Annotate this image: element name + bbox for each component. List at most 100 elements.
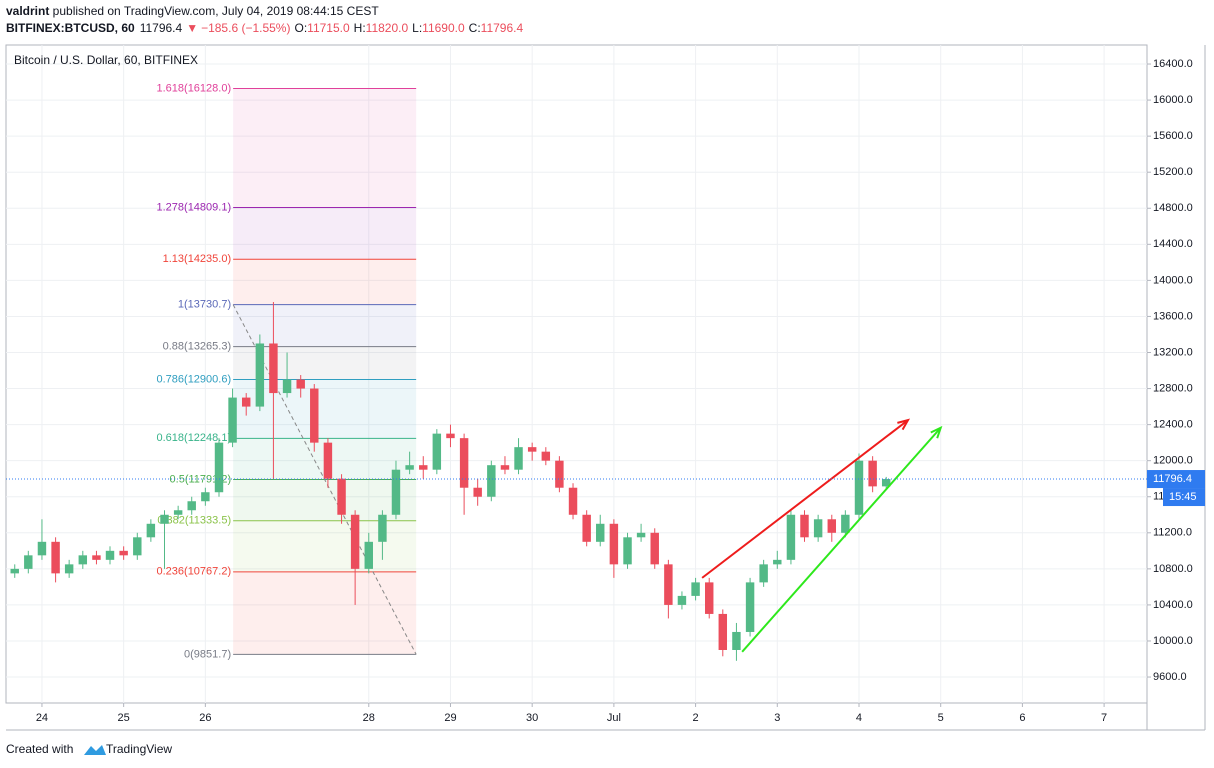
ohlc-label: C: (469, 21, 481, 35)
candle-body (446, 433, 455, 439)
candle-body (759, 564, 768, 583)
candle-body (527, 447, 537, 452)
fib-band (233, 88, 417, 208)
candle-body (201, 492, 210, 502)
fib-band (233, 207, 417, 260)
brand[interactable]: TradingView (106, 742, 172, 756)
candle-body (391, 469, 401, 515)
candle-body (582, 514, 591, 542)
candle-body (405, 465, 414, 470)
ohlc-label: O: (294, 21, 307, 35)
candle-body (282, 379, 292, 394)
chart-title: Bitcoin / U.S. Dollar, 60, BITFINEX (14, 53, 198, 67)
candle-body (337, 478, 346, 515)
created-with: Created with (6, 742, 73, 756)
candle-body (92, 555, 101, 560)
ohlc-label: L: (412, 21, 422, 35)
candle-body (650, 532, 659, 565)
plot-area (5, 44, 1148, 704)
overlay (6, 418, 1147, 653)
x-tick-label: 3 (774, 712, 780, 724)
arrow: ▼ (186, 21, 198, 35)
candle-body (596, 523, 605, 542)
user: valdrint published on TradingView.com, J… (6, 4, 379, 18)
fib-label: 0.786(12900.6) (157, 373, 232, 385)
ohlc-label: H: (354, 21, 366, 35)
x-tick-label: 26 (199, 712, 211, 724)
candle-body (813, 519, 823, 538)
candle-body (119, 550, 128, 556)
x-tick-label: 25 (118, 712, 130, 724)
countdown: 15:45 (1169, 491, 1197, 503)
fib-band (233, 304, 417, 347)
fib-band (233, 571, 417, 655)
candle-body (51, 541, 60, 574)
candle-body (773, 559, 782, 565)
y-tick-label: 10400.0 (1153, 599, 1193, 611)
y-tick-label: 13200.0 (1153, 346, 1193, 358)
price: 11796.4 (140, 21, 183, 35)
candle-body (64, 564, 74, 574)
ohlc-value: 11715.0 (307, 21, 350, 35)
y-tick-label: 14400.0 (1153, 238, 1193, 250)
candle-body (160, 514, 169, 524)
fib-label: 1(13730.7) (178, 299, 231, 311)
change: −185.6 (−1.55%) (201, 21, 290, 35)
y-tick-label: 16400.0 (1153, 58, 1193, 70)
candle-body (664, 564, 673, 605)
x-tick-label: 6 (1019, 712, 1025, 724)
y-tick-label: 15600.0 (1153, 130, 1193, 142)
candle-body (868, 460, 877, 487)
y-tick-label: 14800.0 (1153, 202, 1193, 214)
candle-body (541, 451, 551, 461)
candle-body (705, 582, 714, 614)
fib-label: 1.278(14809.1) (157, 201, 232, 213)
y-tick-label: 12400.0 (1153, 419, 1193, 431)
fib-band (233, 520, 417, 572)
y-tick-label: 9600.0 (1153, 671, 1187, 683)
candle-body (378, 514, 387, 542)
candle-body (487, 465, 496, 497)
candle-body (241, 397, 251, 407)
candle-body (555, 460, 564, 488)
y-tick-label: 14000.0 (1153, 274, 1193, 286)
candle-body (841, 514, 850, 533)
trend-line (741, 427, 942, 653)
arrow-head (930, 425, 943, 439)
candle-body (419, 465, 428, 470)
candle-body (323, 442, 333, 479)
candle-body (310, 388, 319, 443)
candle-body (432, 433, 442, 470)
candle-body (269, 343, 278, 394)
candle-body (146, 523, 156, 538)
candles (10, 302, 891, 661)
x-tick-label: Jul (607, 712, 621, 724)
ohlc-value: 11796.4 (481, 21, 524, 35)
candle-body (187, 501, 196, 511)
last-price-box (1147, 470, 1205, 489)
candle-body (636, 532, 646, 538)
published: published on TradingView.com, July 04, 2… (49, 4, 379, 18)
candle-body (881, 479, 891, 487)
candle-body (78, 555, 88, 565)
symbol: BITFINEX:BTCUSD, 60 (6, 21, 135, 35)
candle-body (745, 582, 755, 632)
candle-body (623, 537, 632, 565)
candle-body (786, 514, 796, 560)
candle-body (514, 447, 523, 470)
y-tick-label: 13600.0 (1153, 310, 1193, 322)
candle-body (718, 613, 728, 650)
candle-body (105, 550, 115, 560)
candle-body (854, 460, 864, 515)
user-name: valdrint (6, 4, 49, 18)
fib-label: 0.88(13265.3) (163, 341, 232, 353)
candle-body (732, 631, 741, 650)
y-tick-label: 15200.0 (1153, 166, 1193, 178)
x-tick-label: 28 (363, 712, 375, 724)
candle-body (609, 523, 619, 565)
x-tick-label: 7 (1101, 712, 1107, 724)
candle-body (827, 519, 837, 533)
candle-body (214, 442, 224, 493)
x-tick-label: 24 (36, 712, 48, 724)
last-price: 11796.4 (1153, 473, 1192, 485)
